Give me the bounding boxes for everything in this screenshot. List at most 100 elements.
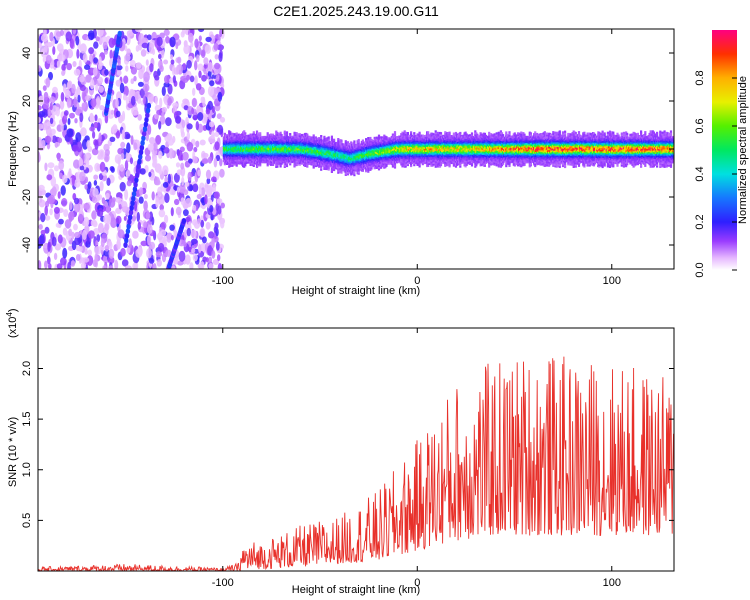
heatmap-cell <box>82 257 90 263</box>
heatmap-cell <box>186 123 193 130</box>
heatmap-ridge-cell <box>289 133 292 136</box>
heatmap-ridge-cell <box>350 141 353 144</box>
heatmap-cell <box>74 231 81 239</box>
heatmap-cell <box>196 193 202 200</box>
heatmap-cell <box>169 36 176 48</box>
heatmap-cell <box>73 96 78 108</box>
heatmap-cell <box>198 243 202 254</box>
heatmap-cell <box>189 75 195 83</box>
heatmap-cell <box>164 75 170 84</box>
heatmap-ridge-cell <box>285 131 289 134</box>
heatmap-cell <box>169 54 174 60</box>
heatmap-cell <box>148 258 155 264</box>
heatmap-cell <box>77 94 81 103</box>
heatmap-cell <box>217 263 223 269</box>
heatmap-cell <box>61 70 66 76</box>
heatmap-cell <box>137 221 141 230</box>
heatmap-cell <box>121 129 126 141</box>
heatmap-cell <box>143 200 148 211</box>
heatmap-cell <box>104 149 110 157</box>
heatmap-cell <box>79 171 86 182</box>
heatmap-cell <box>165 117 172 127</box>
heatmap-cell <box>49 208 53 216</box>
heatmap-cell <box>73 197 80 205</box>
heatmap-cell <box>146 34 152 41</box>
heatmap-cell <box>124 265 132 269</box>
heatmap-cell <box>147 234 152 246</box>
heatmap-cell <box>152 157 158 167</box>
heatmap-cell <box>75 254 81 261</box>
heatmap-cell <box>194 60 198 71</box>
heatmap-cell <box>154 75 160 81</box>
heatmap-cell <box>57 137 63 144</box>
heatmap-cell <box>182 151 189 161</box>
heatmap-ridge-cell <box>393 131 397 134</box>
heatmap-ridge-cell <box>306 133 309 136</box>
heatmap-cell <box>151 216 155 226</box>
heatmap-cell <box>145 154 151 162</box>
heatmap-cell <box>100 238 105 248</box>
heatmap-cell <box>186 59 192 69</box>
heatmap-cell <box>56 152 61 162</box>
heatmap-cell <box>209 205 214 213</box>
heatmap-cell <box>108 37 116 48</box>
heatmap-ridge-cell <box>323 135 326 138</box>
heatmap-cell <box>91 210 97 220</box>
heatmap-cell <box>110 109 115 115</box>
heatmap-cell <box>54 141 59 148</box>
heatmap-cell <box>125 169 131 177</box>
heatmap-cell <box>176 65 180 75</box>
heatmap-cell <box>172 75 176 84</box>
heatmap-cell <box>114 154 122 164</box>
heatmap-cell <box>88 47 94 55</box>
heatmap-cell <box>155 251 163 258</box>
heatmap-cell <box>104 77 109 84</box>
heatmap-cell <box>135 92 139 102</box>
heatmap-cell <box>106 177 111 186</box>
heatmap-cell <box>180 197 185 206</box>
heatmap-cell <box>87 249 92 256</box>
heatmap-cell <box>124 160 129 171</box>
heatmap-cell <box>129 89 136 96</box>
heatmap-ridge-cell <box>283 130 286 133</box>
heatmap-cell <box>183 44 191 55</box>
heatmap-ridge-cell <box>421 134 424 137</box>
heatmap-ridge-cell <box>279 131 282 134</box>
heatmap-cell <box>215 241 220 251</box>
heatmap-cell <box>83 216 90 227</box>
heatmap-cell <box>60 257 67 266</box>
heatmap-ridge-cell <box>252 131 255 134</box>
heatmap-cell <box>105 192 110 200</box>
heatmap-cell <box>162 181 169 188</box>
heatmap-ridge-cell <box>249 133 252 136</box>
heatmap-cell <box>96 96 101 106</box>
heatmap-cell <box>38 111 46 118</box>
heatmap-cell <box>76 48 80 59</box>
heatmap-cell <box>208 263 214 269</box>
heatmap-cell <box>169 224 175 231</box>
heatmap-cell <box>186 227 191 237</box>
heatmap-cell <box>142 95 146 105</box>
heatmap-cell <box>49 31 54 42</box>
heatmap-cell <box>213 191 220 199</box>
heatmap-cell <box>213 157 218 168</box>
heatmap-cell <box>133 75 137 82</box>
heatmap-cell <box>138 68 144 80</box>
figure-title: C2E1.2025.243.19.00.G11 <box>273 3 439 19</box>
heatmap-cell <box>197 169 202 177</box>
heatmap-cell <box>73 68 81 76</box>
heatmap-cell <box>38 224 43 230</box>
heatmap-cell <box>204 44 211 54</box>
heatmap-cell <box>92 196 98 204</box>
heatmap-cell <box>162 165 169 176</box>
heatmap-cell <box>120 247 126 257</box>
heatmap-cell <box>208 121 215 128</box>
heatmap-ridge-cell <box>427 131 430 134</box>
heatmap-cell <box>145 59 149 66</box>
heatmap-cell <box>170 59 175 65</box>
heatmap-cell <box>123 216 127 221</box>
heatmap-cell <box>56 263 63 269</box>
heatmap-cell <box>66 81 72 90</box>
heatmap-cell <box>115 215 122 225</box>
heatmap-cell <box>76 141 83 153</box>
